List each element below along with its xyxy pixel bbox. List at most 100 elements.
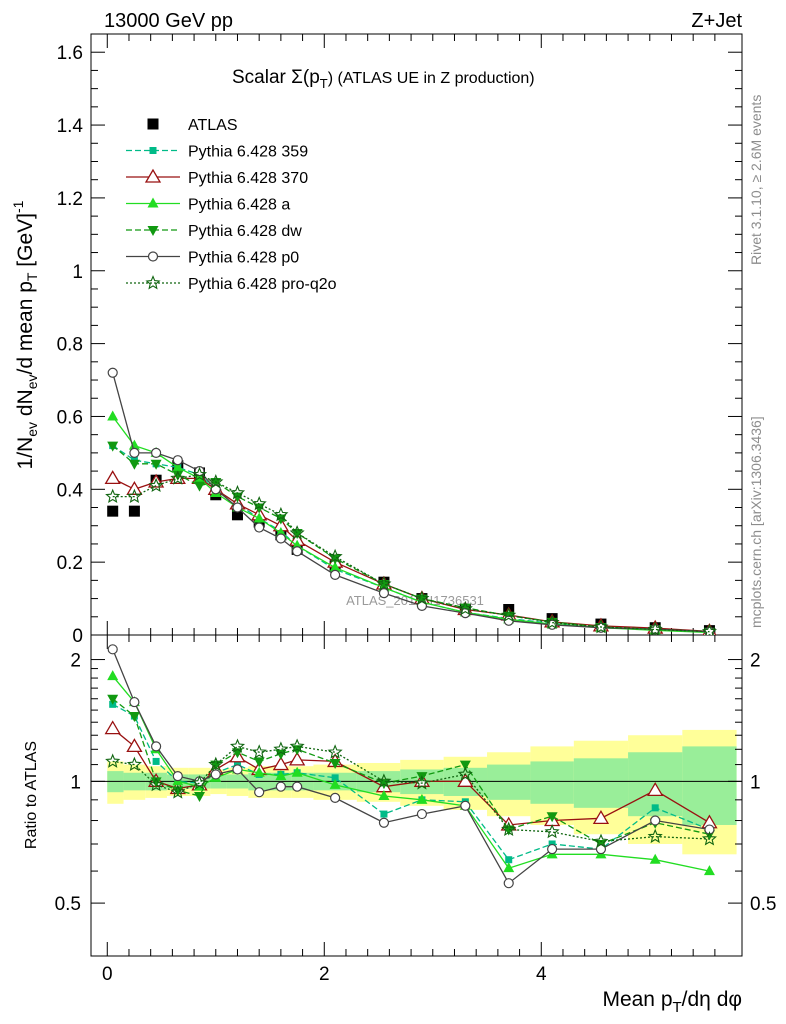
main-point-pythia-6-428-dw: [172, 470, 184, 481]
ratio-point-pythia-6-428-pro-q2o: [593, 833, 609, 848]
ratio-point-pythia-6-428-p0: [503, 878, 514, 889]
ratio-point-pythia-6-428-a: [275, 770, 287, 781]
main-point-pythia-6-428-dw: [194, 481, 205, 492]
chart-title-text: Scalar Σ(p: [232, 67, 320, 88]
main-point-pythia-6-428-pro-q2o: [701, 623, 717, 635]
ratio-point-pythia-6-428-p0: [460, 800, 471, 811]
main-point-pythia-6-428-pro-q2o: [208, 474, 224, 489]
ratio-axes: 0.5 0.5 1 1 2 2 0 2 4: [55, 635, 776, 985]
main-series-group: [104, 367, 717, 635]
legend-marker-pythia-6-428-a: [147, 197, 159, 208]
ratio-point-pythia-6-428-p0: [151, 741, 162, 752]
ratio-point-pythia-6-428-a: [107, 670, 119, 681]
ratio-point-pythia-6-428-dw: [253, 757, 265, 768]
main-ytick-label: 1.4: [57, 116, 84, 137]
ratio-ytick-label-right: 0.5: [750, 894, 776, 915]
xtick-label: 4: [536, 964, 547, 985]
ratio-band-green: [573, 758, 629, 808]
ratio-ytick-label: 1: [70, 772, 81, 793]
ratio-point-pythia-6-428-dw: [172, 786, 184, 797]
main-point-atlas: [231, 509, 243, 521]
ratio-ytick-label: 0.5: [55, 894, 81, 915]
ratio-point-pythia-6-428-dw: [459, 760, 471, 771]
xlabel: Mean pT/dη dφ: [602, 988, 742, 1016]
ratio-series-group: [104, 644, 718, 889]
ratio-point-pythia-6-428-pro-q2o: [327, 744, 343, 759]
main-point-pythia-6-428-pro-q2o: [376, 576, 392, 591]
main-point-pythia-6-428-p0: [254, 522, 265, 533]
legend-label-pythia-6-428-dw: Pythia 6.428 dw: [188, 223, 302, 240]
legend: ATLAS Pythia 6.428 359 Pythia 6.428 370 Pyt…: [126, 117, 337, 293]
ratio-point-pythia-6-428-p0: [129, 696, 140, 708]
ratio-point-pythia-6-428-pro-q2o: [208, 756, 224, 771]
ratio-point-pythia-6-428-p0: [292, 781, 303, 792]
ratio-point-pythia-6-428-370: [592, 810, 610, 824]
legend-label-pythia-6-428-370: Pythia 6.428 370: [188, 170, 308, 187]
main-point-pythia-6-428-pro-q2o: [544, 614, 560, 630]
ratio-point-pythia-6-428-pro-q2o: [647, 828, 663, 844]
ratio-point-pythia-6-428-p0: [704, 824, 715, 835]
ratio-panel-frame: [90, 634, 743, 957]
ratio-point-pythia-6-428-p0: [172, 771, 183, 782]
ratio-point-pythia-6-428-pro-q2o: [105, 753, 121, 768]
main-point-pythia-6-428-p0: [378, 588, 390, 599]
chart-title-sub: T: [320, 76, 328, 91]
ratio-point-pythia-6-428-dw: [107, 694, 119, 705]
ratio-point-pythia-6-428-pro-q2o: [229, 738, 246, 753]
main-point-pythia-6-428-pro-q2o: [289, 525, 305, 540]
ratio-point-pythia-6-428-pro-q2o: [501, 821, 517, 836]
main-point-pythia-6-428-p0: [151, 447, 162, 458]
main-point-pythia-6-428-a: [107, 410, 119, 421]
main-ytick-label: 0.6: [57, 407, 83, 428]
ratio-point-pythia-6-428-p0: [254, 787, 265, 798]
main-point-pythia-6-428-p0: [330, 569, 341, 581]
mcplots-label: mcplots.cern.ch [arXiv:1306.3436]: [748, 416, 764, 628]
xtick-label: 0: [102, 964, 113, 985]
main-point-pythia-6-428-pro-q2o: [105, 488, 121, 503]
main-point-pythia-6-428-pro-q2o: [191, 466, 208, 482]
legend-marker-pythia-6-428-dw: [147, 226, 159, 236]
main-point-pythia-6-428-dw: [378, 580, 390, 591]
ratio-point-pythia-6-428-359: [152, 757, 160, 765]
ratio-point-pythia-6-428-a: [291, 766, 303, 777]
ratio-point-pythia-6-428-359: [380, 810, 388, 818]
process-label: Z+Jet: [691, 10, 742, 32]
ratio-point-pythia-6-428-a: [649, 853, 661, 864]
ratio-point-pythia-6-428-dw: [194, 791, 205, 802]
main-point-pythia-6-428-p0: [232, 502, 243, 513]
main-point-pythia-6-428-a: [329, 561, 341, 572]
ratio-point-pythia-6-428-pro-q2o: [148, 776, 164, 792]
chart-title-rest: ) (ATLAS UE in Z production): [328, 70, 535, 87]
ratio-point-pythia-6-428-pro-q2o: [457, 766, 473, 781]
ratio-point-pythia-6-428-pro-q2o: [414, 775, 430, 790]
main-point-pythia-6-428-370: [104, 470, 121, 485]
main-point-atlas: [128, 505, 140, 517]
main-ytick-label: 0.8: [57, 335, 83, 356]
ratio-point-pythia-6-428-359: [331, 774, 339, 782]
ratio-point-pythia-6-428-p0: [378, 817, 390, 828]
ratio-point-pythia-6-428-pro-q2o: [544, 823, 560, 839]
ratio-point-pythia-6-428-370: [647, 782, 664, 796]
main-ytick-label: 1: [72, 262, 83, 283]
main-point-pythia-6-428-pro-q2o: [414, 590, 430, 605]
ratio-point-pythia-6-428-dw: [128, 712, 140, 723]
main-ytick-label: 1.2: [57, 189, 83, 210]
legend-marker-pythia-6-428-370: [144, 168, 162, 183]
main-point-pythia-6-428-pro-q2o: [229, 484, 246, 500]
xtick-label: 2: [319, 964, 330, 985]
main-point-pythia-6-428-p0: [107, 367, 118, 378]
legend-marker-pythia-6-428-p0: [147, 251, 159, 262]
main-point-pythia-6-428-p0: [275, 533, 286, 544]
ratio-point-pythia-6-428-p0: [330, 792, 341, 803]
ratio-point-pythia-6-428-pro-q2o: [273, 741, 289, 756]
main-ytick-label: 0.2: [57, 553, 83, 574]
main-point-pythia-6-428-a: [172, 461, 184, 472]
ratio-point-pythia-6-428-a: [703, 865, 715, 876]
main-point-pythia-6-428-p0: [172, 455, 183, 466]
main-point-pythia-6-428-pro-q2o: [126, 488, 142, 503]
main-ylabel: 1/Nev dNev/d mean pT [GeV]-1: [10, 200, 40, 469]
main-point-pythia-6-428-pro-q2o: [251, 495, 267, 511]
legend-label-pythia-6-428-359: Pythia 6.428 359: [188, 144, 308, 161]
energy-label: 13000 GeV pp: [104, 10, 233, 32]
ratio-point-pythia-6-428-p0: [650, 815, 661, 826]
